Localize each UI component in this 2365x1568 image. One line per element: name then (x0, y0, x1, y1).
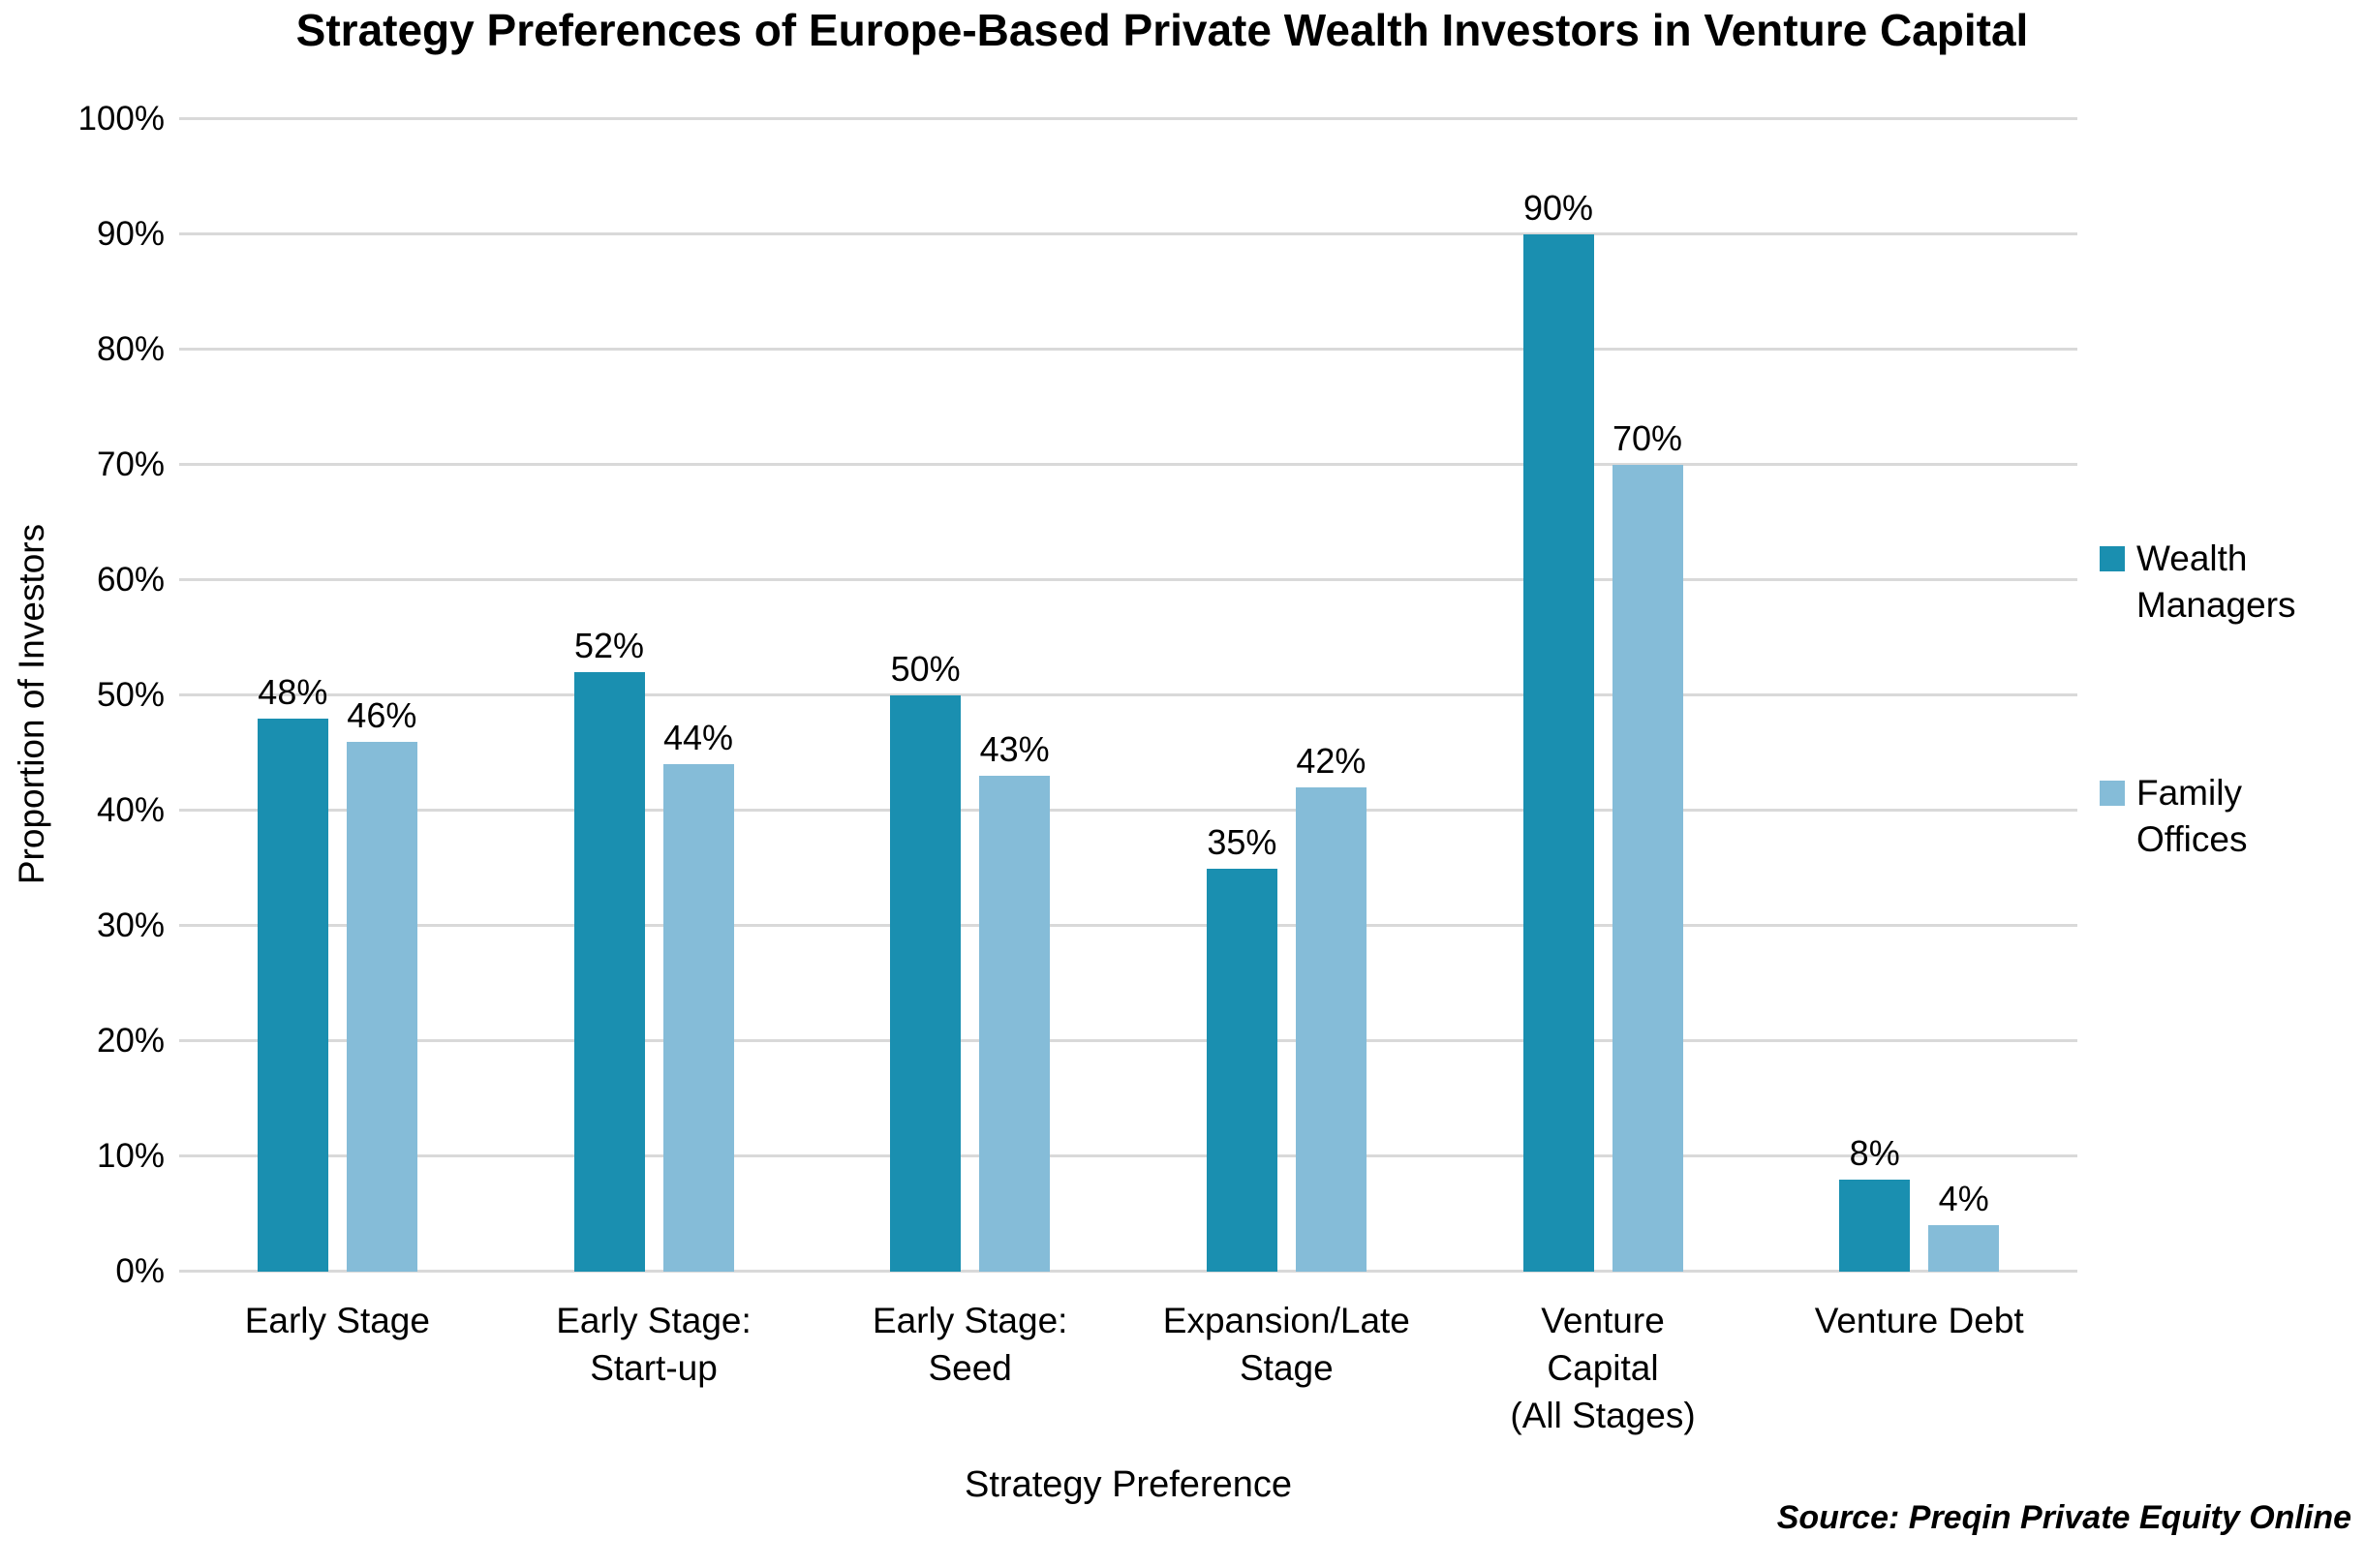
bar-wealth_managers (1522, 234, 1594, 1272)
y-tick-label-80: 80% (96, 330, 165, 368)
bar-pair: 48% 46% (257, 671, 417, 1272)
legend-item-wealth_managers: Wealth Managers (2100, 536, 2296, 629)
bar-with-label: 50% (890, 649, 962, 1272)
bar-groups: 48% 46% 52% 44% 50% 43% 35% 42% 90% 70% 8% 4% (179, 119, 2077, 1272)
gridline-90 (179, 232, 2077, 235)
bar-with-label: 52% (573, 626, 645, 1272)
bar-pair: 35% 42% (1206, 741, 1367, 1272)
legend-item-family_offices: Family Offices (2100, 770, 2247, 863)
category-label: Early Stage: Start-up (556, 1301, 752, 1388)
legend: Wealth Managers Family Offices (2100, 119, 2365, 1272)
bar-with-label: 42% (1295, 741, 1367, 1272)
y-tick-label-60: 60% (96, 561, 165, 599)
gridline-100 (179, 117, 2077, 120)
bar-family_offices (1295, 787, 1367, 1272)
y-tick-label-10: 10% (96, 1137, 165, 1175)
bar-value-label: 46% (347, 694, 417, 735)
bar-group: 8% 4% (1761, 119, 2077, 1272)
gridline-40 (179, 809, 2077, 812)
bar-value-label: 43% (979, 729, 1050, 770)
bar-value-label: 52% (573, 626, 645, 666)
bar-wealth_managers (1206, 868, 1277, 1272)
x-axis-title: Strategy Preference (965, 1464, 1292, 1505)
y-tick-label-100: 100% (77, 100, 165, 138)
bar-value-label: 48% (258, 671, 328, 712)
chart-title: Strategy Preferences of Europe-Based Pri… (295, 5, 2029, 55)
bar-value-label: 4% (1938, 1179, 1989, 1219)
gridline-20 (179, 1039, 2077, 1042)
y-tick-label-30: 30% (96, 907, 165, 944)
gridline-30 (179, 924, 2077, 927)
bar-group: 35% 42% (1128, 119, 1445, 1272)
bar-with-label: 35% (1206, 821, 1277, 1272)
legend-swatch-icon (2100, 781, 2125, 806)
bar-pair: 8% 4% (1839, 1132, 2000, 1272)
bar-pair: 52% 44% (573, 626, 734, 1272)
bar-value-label: 44% (662, 718, 734, 758)
gridline-60 (179, 578, 2077, 581)
plot-area: 48% 46% 52% 44% 50% 43% 35% 42% 90% 70% 8% 4% (179, 117, 2077, 1273)
bar-pair: 50% 43% (890, 649, 1051, 1272)
bar-value-label: 35% (1207, 821, 1277, 862)
category-label: Expansion/Late Stage (1162, 1301, 1410, 1388)
bar-wealth_managers (1839, 1179, 1911, 1272)
bar-group: 90% 70% (1445, 119, 1762, 1272)
y-tick-label-40: 40% (96, 791, 165, 829)
bar-pair: 90% 70% (1522, 188, 1683, 1272)
bar-value-label: 70% (1612, 418, 1683, 458)
bar-with-label: 4% (1928, 1179, 2000, 1272)
bar-value-label: 90% (1522, 188, 1594, 228)
legend-label: Wealth Managers (2136, 538, 2296, 626)
bar-wealth_managers (573, 672, 645, 1272)
bar-with-label: 43% (979, 729, 1051, 1272)
bar-wealth_managers (257, 718, 328, 1272)
gridline-80 (179, 348, 2077, 351)
gridline-0 (179, 1270, 2077, 1273)
category-label: Venture Capital (All Stages) (1510, 1301, 1696, 1435)
bar-with-label: 70% (1612, 419, 1683, 1272)
bar-family_offices (346, 741, 417, 1272)
bar-with-label: 44% (662, 718, 734, 1272)
gridline-10 (179, 1154, 2077, 1157)
bar-group: 52% 44% (496, 119, 813, 1272)
bar-wealth_managers (890, 695, 962, 1272)
bar-group: 48% 46% (179, 119, 496, 1272)
bar-with-label: 48% (257, 671, 328, 1272)
bar-group: 50% 43% (812, 119, 1128, 1272)
y-tick-label-50: 50% (96, 676, 165, 714)
gridline-50 (179, 693, 2077, 696)
y-tick-label-0: 0% (115, 1252, 165, 1290)
legend-swatch-icon (2100, 546, 2125, 571)
source-note: Source: Preqin Private Equity Online (1776, 1499, 2351, 1536)
y-axis-ticks: 0% 10% 20% 30% 40% 50% 60% 70% 80% 90% 100% (29, 102, 165, 1289)
bar-family_offices (1612, 465, 1683, 1272)
x-axis-category-labels: Early Stage Early Stage: Start-up Early St… (179, 1298, 2077, 1439)
category-label: Early Stage: Seed (872, 1301, 1068, 1388)
y-tick-label-20: 20% (96, 1022, 165, 1060)
bar-with-label: 46% (346, 694, 417, 1272)
bar-with-label: 90% (1522, 188, 1594, 1272)
bar-family_offices (662, 764, 734, 1272)
bar-value-label: 42% (1296, 741, 1367, 782)
category-label: Venture Debt (1814, 1301, 2024, 1340)
bar-with-label: 8% (1839, 1132, 1911, 1272)
category-label: Early Stage (244, 1301, 430, 1340)
bar-value-label: 50% (890, 649, 961, 689)
bar-family_offices (979, 776, 1051, 1272)
bar-value-label: 8% (1849, 1132, 1900, 1173)
y-tick-label-90: 90% (96, 215, 165, 253)
bar-family_offices (1928, 1225, 2000, 1272)
legend-label: Family Offices (2136, 773, 2248, 860)
gridline-70 (179, 463, 2077, 466)
y-tick-label-70: 70% (96, 446, 165, 483)
